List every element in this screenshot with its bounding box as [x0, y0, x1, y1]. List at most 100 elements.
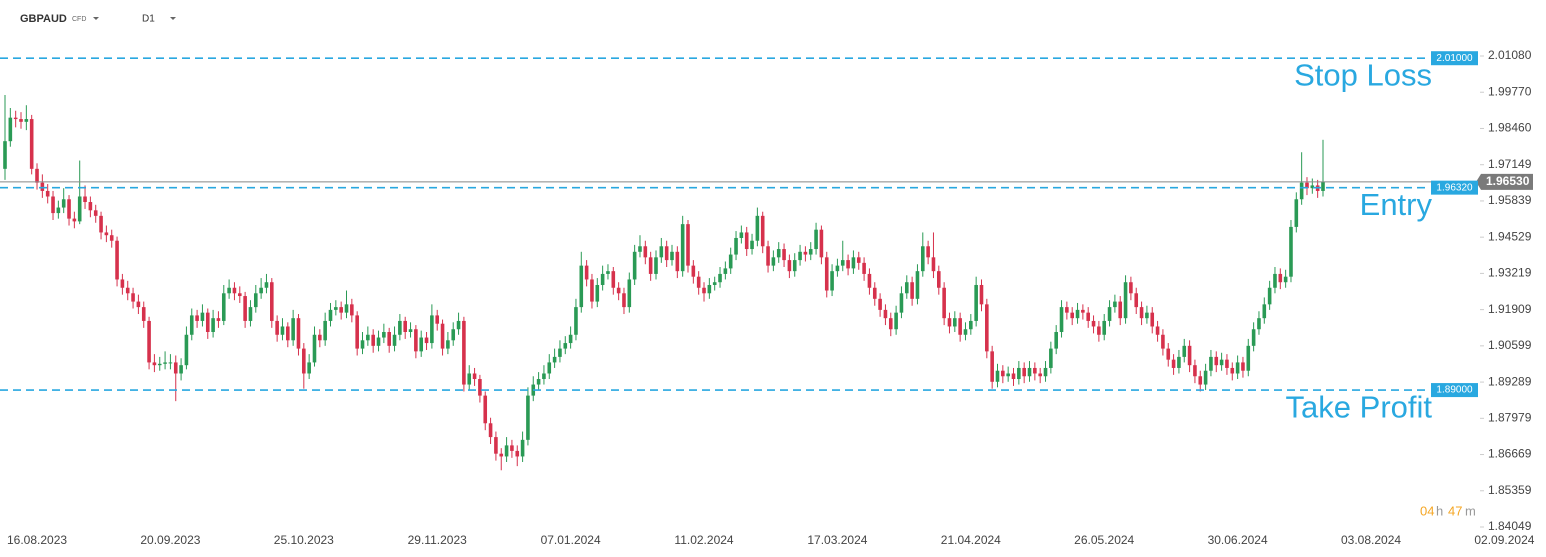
candle-body: [392, 334, 397, 346]
y-tick-label: 1.97149: [1488, 157, 1532, 171]
candle-body: [552, 356, 557, 363]
y-tick-label: 1.91909: [1488, 302, 1532, 316]
candle-body: [1102, 320, 1107, 335]
candle-body: [542, 373, 546, 380]
candle-body: [680, 224, 685, 272]
y-tick-label: 1.89289: [1488, 374, 1532, 388]
candle-body: [1278, 273, 1283, 283]
candle-body: [723, 268, 728, 274]
candle-body: [1118, 301, 1123, 319]
candle-body: [691, 265, 696, 277]
candle-body: [1081, 309, 1085, 313]
candle-body: [1166, 348, 1171, 360]
x-tick-label: 03.08.2024: [1341, 533, 1401, 547]
candle-body: [675, 251, 680, 272]
candle-body: [969, 320, 973, 330]
x-tick-label: 02.09.2024: [1474, 533, 1534, 547]
candle-body: [264, 282, 269, 288]
candle-body: [766, 246, 770, 266]
candle-body: [536, 379, 541, 385]
candle-body: [109, 235, 114, 241]
timeframe[interactable]: D1: [142, 14, 155, 25]
candle-body: [360, 340, 365, 349]
candle-body: [253, 293, 258, 308]
candle-body: [787, 260, 792, 272]
candle-body: [638, 246, 642, 252]
candle-body: [953, 318, 957, 327]
candle-body: [744, 232, 749, 250]
candle-body: [606, 271, 610, 274]
candle-body: [270, 282, 274, 321]
candle-body: [830, 271, 834, 291]
candle-body: [670, 251, 674, 261]
candle-body: [1091, 320, 1096, 327]
candle-body: [344, 304, 349, 313]
candle-body: [115, 240, 119, 280]
timeframe-dropdown[interactable]: [170, 17, 176, 20]
candle-body: [483, 395, 488, 424]
y-tick-label: 1.99770: [1488, 84, 1532, 98]
candle-body: [985, 304, 989, 352]
level-annotation: Entry: [1360, 187, 1433, 222]
candle-body: [1273, 273, 1277, 288]
candle-body: [472, 373, 477, 380]
candle-body: [1225, 359, 1229, 368]
candle-body: [616, 287, 621, 294]
candle-body: [1177, 356, 1181, 368]
candle-body: [1257, 318, 1261, 330]
candle-body: [584, 265, 589, 280]
y-tick-label: 1.95839: [1488, 193, 1532, 207]
candles: [3, 94, 1325, 471]
candle-body: [328, 309, 333, 321]
candle-body: [1219, 359, 1224, 366]
candle-body: [1187, 345, 1192, 366]
candle-body: [920, 246, 925, 272]
symbol-dropdown[interactable]: [93, 17, 99, 20]
x-tick-label: 20.09.2023: [140, 533, 200, 547]
candle-body: [712, 282, 717, 285]
candle-body: [323, 320, 327, 341]
candle-body: [200, 312, 205, 321]
candle-body: [221, 293, 226, 321]
symbol[interactable]: GBPAUD: [20, 13, 67, 25]
y-tick-label: 1.98460: [1488, 121, 1532, 135]
candle-body: [1251, 329, 1256, 346]
candle-body: [451, 329, 456, 341]
candle-body: [259, 287, 263, 294]
candle-body: [296, 318, 301, 349]
x-tick-label: 29.11.2023: [408, 533, 467, 547]
candle-body: [1305, 182, 1309, 189]
candle-body: [1198, 376, 1203, 385]
candle-body: [958, 318, 962, 335]
candle-body: [1038, 373, 1042, 377]
candle-body: [478, 379, 482, 396]
candle-body: [1054, 332, 1058, 349]
candle-body: [419, 337, 424, 352]
candle-body: [867, 273, 872, 288]
candle-body: [312, 334, 317, 363]
y-tick-label: 1.84049: [1488, 519, 1532, 533]
candle-body: [824, 257, 829, 291]
candle-body: [1241, 362, 1245, 371]
candle-body: [1230, 367, 1235, 374]
candle-body: [366, 334, 370, 341]
candle-body: [286, 326, 290, 341]
candle-body: [776, 249, 781, 258]
candle-body: [707, 284, 712, 294]
candle-body: [1155, 326, 1160, 335]
countdown-hours: 04: [1420, 503, 1434, 518]
candle-body: [1065, 307, 1069, 313]
candle-body: [40, 182, 45, 191]
candle-body: [334, 307, 338, 310]
level-tag: [1431, 180, 1478, 195]
candle-body: [408, 329, 413, 333]
candle-body: [1145, 312, 1149, 319]
x-tick-label: 16.08.2023: [7, 533, 67, 547]
candle-body: [910, 282, 914, 299]
candle-body: [24, 119, 29, 122]
candle-body: [1262, 304, 1267, 319]
candle-body: [990, 351, 994, 382]
candle-body: [152, 362, 157, 366]
y-tick-label: 2.01080: [1488, 48, 1532, 62]
